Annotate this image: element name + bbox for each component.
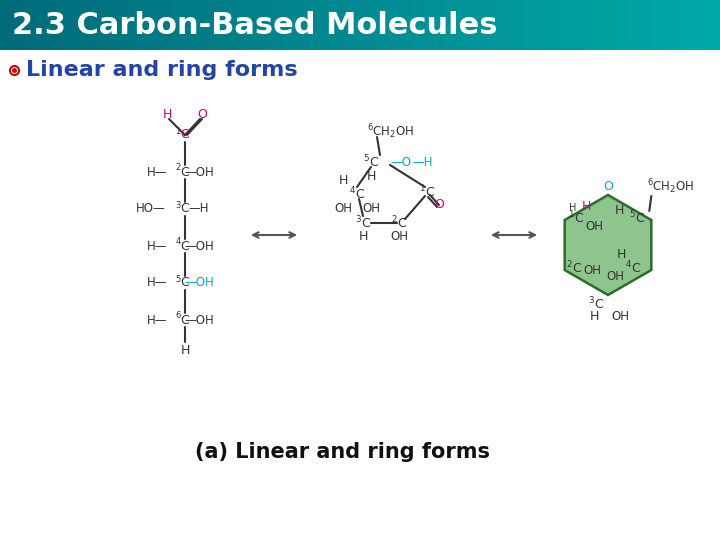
Text: H—: H— [147,276,167,289]
Text: OH: OH [585,219,603,233]
Text: $^4$C: $^4$C [625,260,642,276]
Text: C: C [181,202,189,215]
Text: —H: —H [412,156,433,168]
Text: O: O [197,109,207,122]
Text: $^4$C: $^4$C [349,186,365,202]
Text: $^6$CH$_2$OH: $^6$CH$_2$OH [647,178,695,197]
Text: H: H [366,171,376,184]
Text: 3: 3 [175,200,181,210]
Text: OH: OH [362,201,380,214]
Text: H—: H— [147,240,167,253]
Text: OH: OH [390,231,408,244]
Text: H: H [180,343,189,356]
Text: —H: —H [189,202,210,215]
Text: C: C [181,240,189,253]
Text: H: H [615,204,624,217]
Text: H: H [582,199,591,213]
Text: O: O [603,179,613,192]
Polygon shape [564,195,652,295]
Text: —OH: —OH [184,314,214,327]
Text: —O: —O [390,156,411,168]
Text: $^5$C: $^5$C [629,210,645,226]
Text: 2: 2 [176,164,181,172]
Text: $^1$C: $^1$C [419,184,435,200]
Text: OH: OH [611,310,629,323]
Text: H: H [338,173,348,186]
Text: 4: 4 [176,238,181,246]
Text: HO—: HO— [136,202,166,215]
Text: OH: OH [584,264,602,276]
Text: 6: 6 [175,312,181,321]
Text: (a) Linear and ring forms: (a) Linear and ring forms [195,442,490,462]
Text: C: C [181,276,189,289]
Text: $^5$C: $^5$C [363,154,379,170]
Text: $^6$CH$_2$OH: $^6$CH$_2$OH [367,123,414,141]
Text: C: C [181,314,189,327]
Text: OH: OH [334,201,352,214]
Text: $^1$C: $^1$C [567,210,584,226]
Text: H: H [162,109,171,122]
Text: 1: 1 [176,126,181,136]
Text: —OH: —OH [184,276,214,289]
Text: $^2$C: $^2$C [566,260,582,276]
Text: H—: H— [147,165,167,179]
Text: C: C [181,165,189,179]
Text: H: H [589,310,599,323]
Text: $^3$C: $^3$C [355,215,371,231]
Text: 2.3 Carbon-Based Molecules: 2.3 Carbon-Based Molecules [12,10,498,39]
Text: —OH: —OH [184,240,214,253]
Text: H: H [616,247,626,260]
Text: $^2$C: $^2$C [391,215,407,231]
Text: O: O [434,199,444,212]
Text: Linear and ring forms: Linear and ring forms [26,60,297,80]
Text: C: C [181,129,189,141]
Text: 5: 5 [176,274,181,284]
Text: —OH: —OH [184,165,214,179]
Text: H: H [569,203,577,213]
Text: OH: OH [606,269,624,282]
Text: H: H [359,231,368,244]
Text: H—: H— [147,314,167,327]
Text: $^3$C: $^3$C [588,296,604,312]
